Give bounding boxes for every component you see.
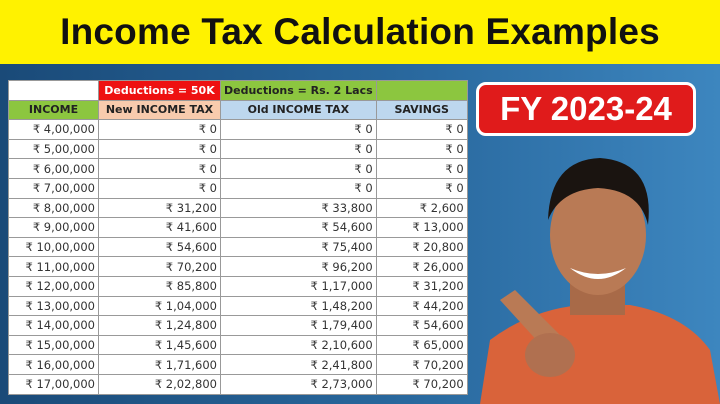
cell-old-tax: ₹ 1,17,000 [220,275,377,297]
cell-income: ₹ 8,00,000 [8,197,99,219]
cell-old-tax: ₹ 2,73,000 [220,373,377,395]
table-row: ₹ 12,00,000 ₹ 85,800 ₹ 1,17,000 ₹ 31,200 [8,275,468,297]
cell-old-tax: ₹ 96,200 [220,256,377,277]
cell-income: ₹ 4,00,000 [8,119,99,140]
cell-income: ₹ 7,00,000 [8,177,99,199]
table-row: ₹ 4,00,000 ₹ 0 ₹ 0 ₹ 0 [8,119,468,140]
cell-old-tax: ₹ 0 [220,119,377,140]
table-row: ₹ 15,00,000 ₹ 1,45,600 ₹ 2,10,600 ₹ 65,000 [8,334,468,356]
cell-old-tax: ₹ 54,600 [220,217,377,238]
table-row: ₹ 8,00,000 ₹ 31,200 ₹ 33,800 ₹ 2,600 [8,197,468,219]
tax-table: Deductions = 50K Deductions = Rs. 2 Lacs… [8,80,468,395]
cell-new-tax: ₹ 0 [98,177,221,199]
cell-new-tax: ₹ 0 [98,119,221,140]
cell-new-tax: ₹ 85,800 [98,275,221,297]
cell-income: ₹ 5,00,000 [8,138,99,160]
table-row: ₹ 10,00,000 ₹ 54,600 ₹ 75,400 ₹ 20,800 [8,236,468,258]
header-old-tax: Old INCOME TAX [220,99,377,121]
cell-income: ₹ 12,00,000 [8,275,99,297]
cell-savings: ₹ 70,200 [375,354,468,375]
cell-old-tax: ₹ 1,79,400 [220,315,377,336]
cell-income: ₹ 13,00,000 [8,295,99,317]
cell-savings: ₹ 13,000 [375,217,468,238]
cell-new-tax: ₹ 70,200 [98,256,221,277]
cell-income: ₹ 15,00,000 [8,334,99,356]
table-row: ₹ 14,00,000 ₹ 1,24,800 ₹ 1,79,400 ₹ 54,600 [8,315,468,336]
cell-old-tax: ₹ 0 [220,138,377,160]
cell-new-tax: ₹ 1,45,600 [98,334,221,356]
cell-savings: ₹ 0 [375,158,468,179]
cell-income: ₹ 6,00,000 [8,158,99,179]
page-title: Income Tax Calculation Examples [0,0,720,64]
cell-old-tax: ₹ 75,400 [220,236,377,258]
table-row: ₹ 9,00,000 ₹ 41,600 ₹ 54,600 ₹ 13,000 [8,217,468,238]
cell-old-tax: ₹ 1,48,200 [220,295,377,317]
table-row: ₹ 11,00,000 ₹ 70,200 ₹ 96,200 ₹ 26,000 [8,256,468,277]
cell-savings: ₹ 0 [375,138,468,160]
cell-new-tax: ₹ 0 [98,138,221,160]
header-income: INCOME [8,99,99,121]
cell-savings: ₹ 26,000 [375,256,468,277]
cell-income: ₹ 14,00,000 [8,315,99,336]
cell-old-tax: ₹ 2,41,800 [220,354,377,375]
cell-income: ₹ 11,00,000 [8,256,99,277]
cell-new-tax: ₹ 54,600 [98,236,221,258]
table-row: ₹ 6,00,000 ₹ 0 ₹ 0 ₹ 0 [8,158,468,179]
group-header-new: Deductions = 50K [98,80,221,101]
header-new-tax: New INCOME TAX [98,99,221,121]
cell-new-tax: ₹ 1,04,000 [98,295,221,317]
cell-savings: ₹ 0 [375,177,468,199]
cell-new-tax: ₹ 31,200 [98,197,221,219]
cell-savings: ₹ 65,000 [375,334,468,356]
cell-income: ₹ 10,00,000 [8,236,99,258]
cell-new-tax: ₹ 41,600 [98,217,221,238]
cell-income: ₹ 16,00,000 [8,354,99,375]
table-row: ₹ 17,00,000 ₹ 2,02,800 ₹ 2,73,000 ₹ 70,200 [8,373,468,395]
header-row: INCOME New INCOME TAX Old INCOME TAX SAV… [8,99,468,121]
cell-old-tax: ₹ 33,800 [220,197,377,219]
fy-badge: FY 2023-24 [476,82,696,136]
cell-old-tax: ₹ 0 [220,158,377,179]
cell-savings: ₹ 2,600 [375,197,468,219]
group-header-empty [8,80,99,101]
cell-savings: ₹ 0 [375,119,468,140]
cell-new-tax: ₹ 0 [98,158,221,179]
cell-savings: ₹ 54,600 [375,315,468,336]
cell-new-tax: ₹ 2,02,800 [98,373,221,395]
cell-new-tax: ₹ 1,71,600 [98,354,221,375]
cell-savings: ₹ 44,200 [375,295,468,317]
group-header-old: Deductions = Rs. 2 Lacs [220,80,377,101]
table-row: ₹ 5,00,000 ₹ 0 ₹ 0 ₹ 0 [8,138,468,160]
header-savings: SAVINGS [375,99,468,121]
table-row: ₹ 7,00,000 ₹ 0 ₹ 0 ₹ 0 [8,177,468,199]
table-row: ₹ 16,00,000 ₹ 1,71,600 ₹ 2,41,800 ₹ 70,200 [8,354,468,375]
group-header-empty-2 [375,80,468,101]
table-row: ₹ 13,00,000 ₹ 1,04,000 ₹ 1,48,200 ₹ 44,200 [8,295,468,317]
cell-savings: ₹ 31,200 [375,275,468,297]
cell-savings: ₹ 70,200 [375,373,468,395]
cell-old-tax: ₹ 2,10,600 [220,334,377,356]
group-header-row: Deductions = 50K Deductions = Rs. 2 Lacs [8,80,468,101]
cell-income: ₹ 17,00,000 [8,373,99,395]
presenter-image [480,158,720,404]
cell-income: ₹ 9,00,000 [8,217,99,238]
cell-savings: ₹ 20,800 [375,236,468,258]
cell-new-tax: ₹ 1,24,800 [98,315,221,336]
cell-old-tax: ₹ 0 [220,177,377,199]
